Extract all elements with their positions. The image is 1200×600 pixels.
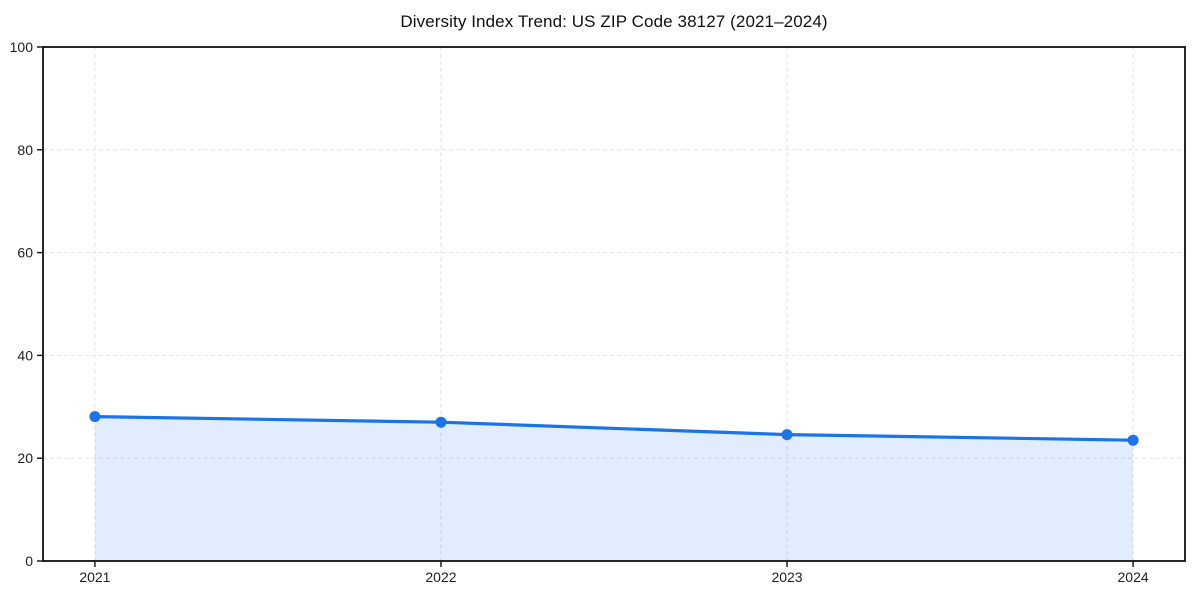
y-tick-label-60: 60 [17, 245, 33, 261]
y-tick-label-40: 40 [17, 347, 33, 363]
data-point-2022 [435, 416, 447, 428]
x-tick-label-2022: 2022 [425, 569, 456, 585]
y-tick-label-100: 100 [10, 39, 34, 55]
trend-line [93, 415, 1135, 442]
data-point-2024 [1127, 434, 1139, 446]
data-point-2023 [781, 429, 793, 441]
plot-border [42, 46, 1186, 562]
x-tick-label-2024: 2024 [1118, 569, 1149, 585]
chart-title: Diversity Index Trend: US ZIP Code 38127… [400, 12, 828, 31]
x-tick-label-2021: 2021 [79, 569, 110, 585]
y-tick-label-20: 20 [17, 450, 33, 466]
y-tick-label-0: 0 [25, 553, 33, 569]
data-point-2021 [89, 411, 101, 423]
x-tick-label-2023: 2023 [771, 569, 802, 585]
area-fill [94, 416, 1134, 561]
y-tick-label-80: 80 [17, 142, 33, 158]
